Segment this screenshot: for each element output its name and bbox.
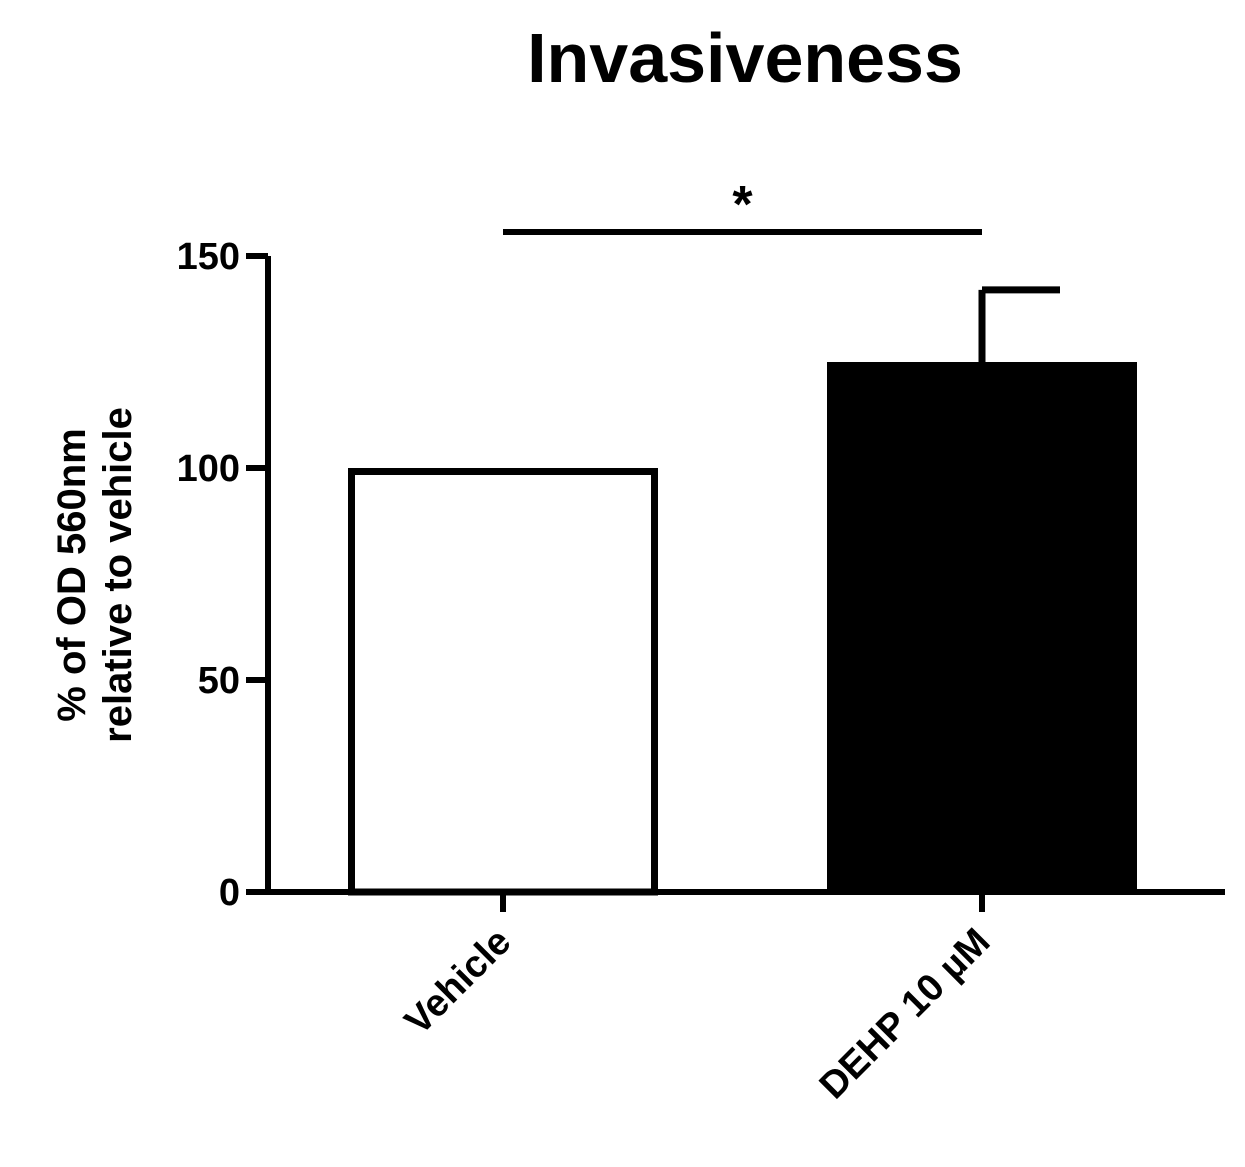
bars (348, 362, 1137, 896)
chart-title: Invasiveness (527, 19, 963, 97)
x-category-label: Vehicle (397, 921, 519, 1043)
x-axis-categories: Vehicle DEHP 10 µM (397, 892, 998, 1107)
y-tick-label: 50 (198, 660, 240, 702)
y-tick-label: 100 (177, 448, 240, 490)
y-tick-label: 150 (177, 236, 240, 278)
significance-annotation: * (503, 176, 982, 235)
significance-star: * (732, 176, 753, 234)
x-category-label: DEHP 10 µM (812, 921, 999, 1108)
error-bars (978, 286, 1060, 362)
y-tick-label: 0 (219, 872, 240, 914)
y-axis-title: % of OD 560nm relative to vehicle (50, 407, 140, 743)
y-axis-title-line-1: % of OD 560nm (50, 428, 94, 721)
bar-2 (827, 362, 1137, 892)
y-axis-ticks: 0 50 100 150 (177, 236, 268, 914)
y-axis-title-line-2: relative to vehicle (96, 407, 140, 743)
bar-1 (348, 468, 658, 896)
